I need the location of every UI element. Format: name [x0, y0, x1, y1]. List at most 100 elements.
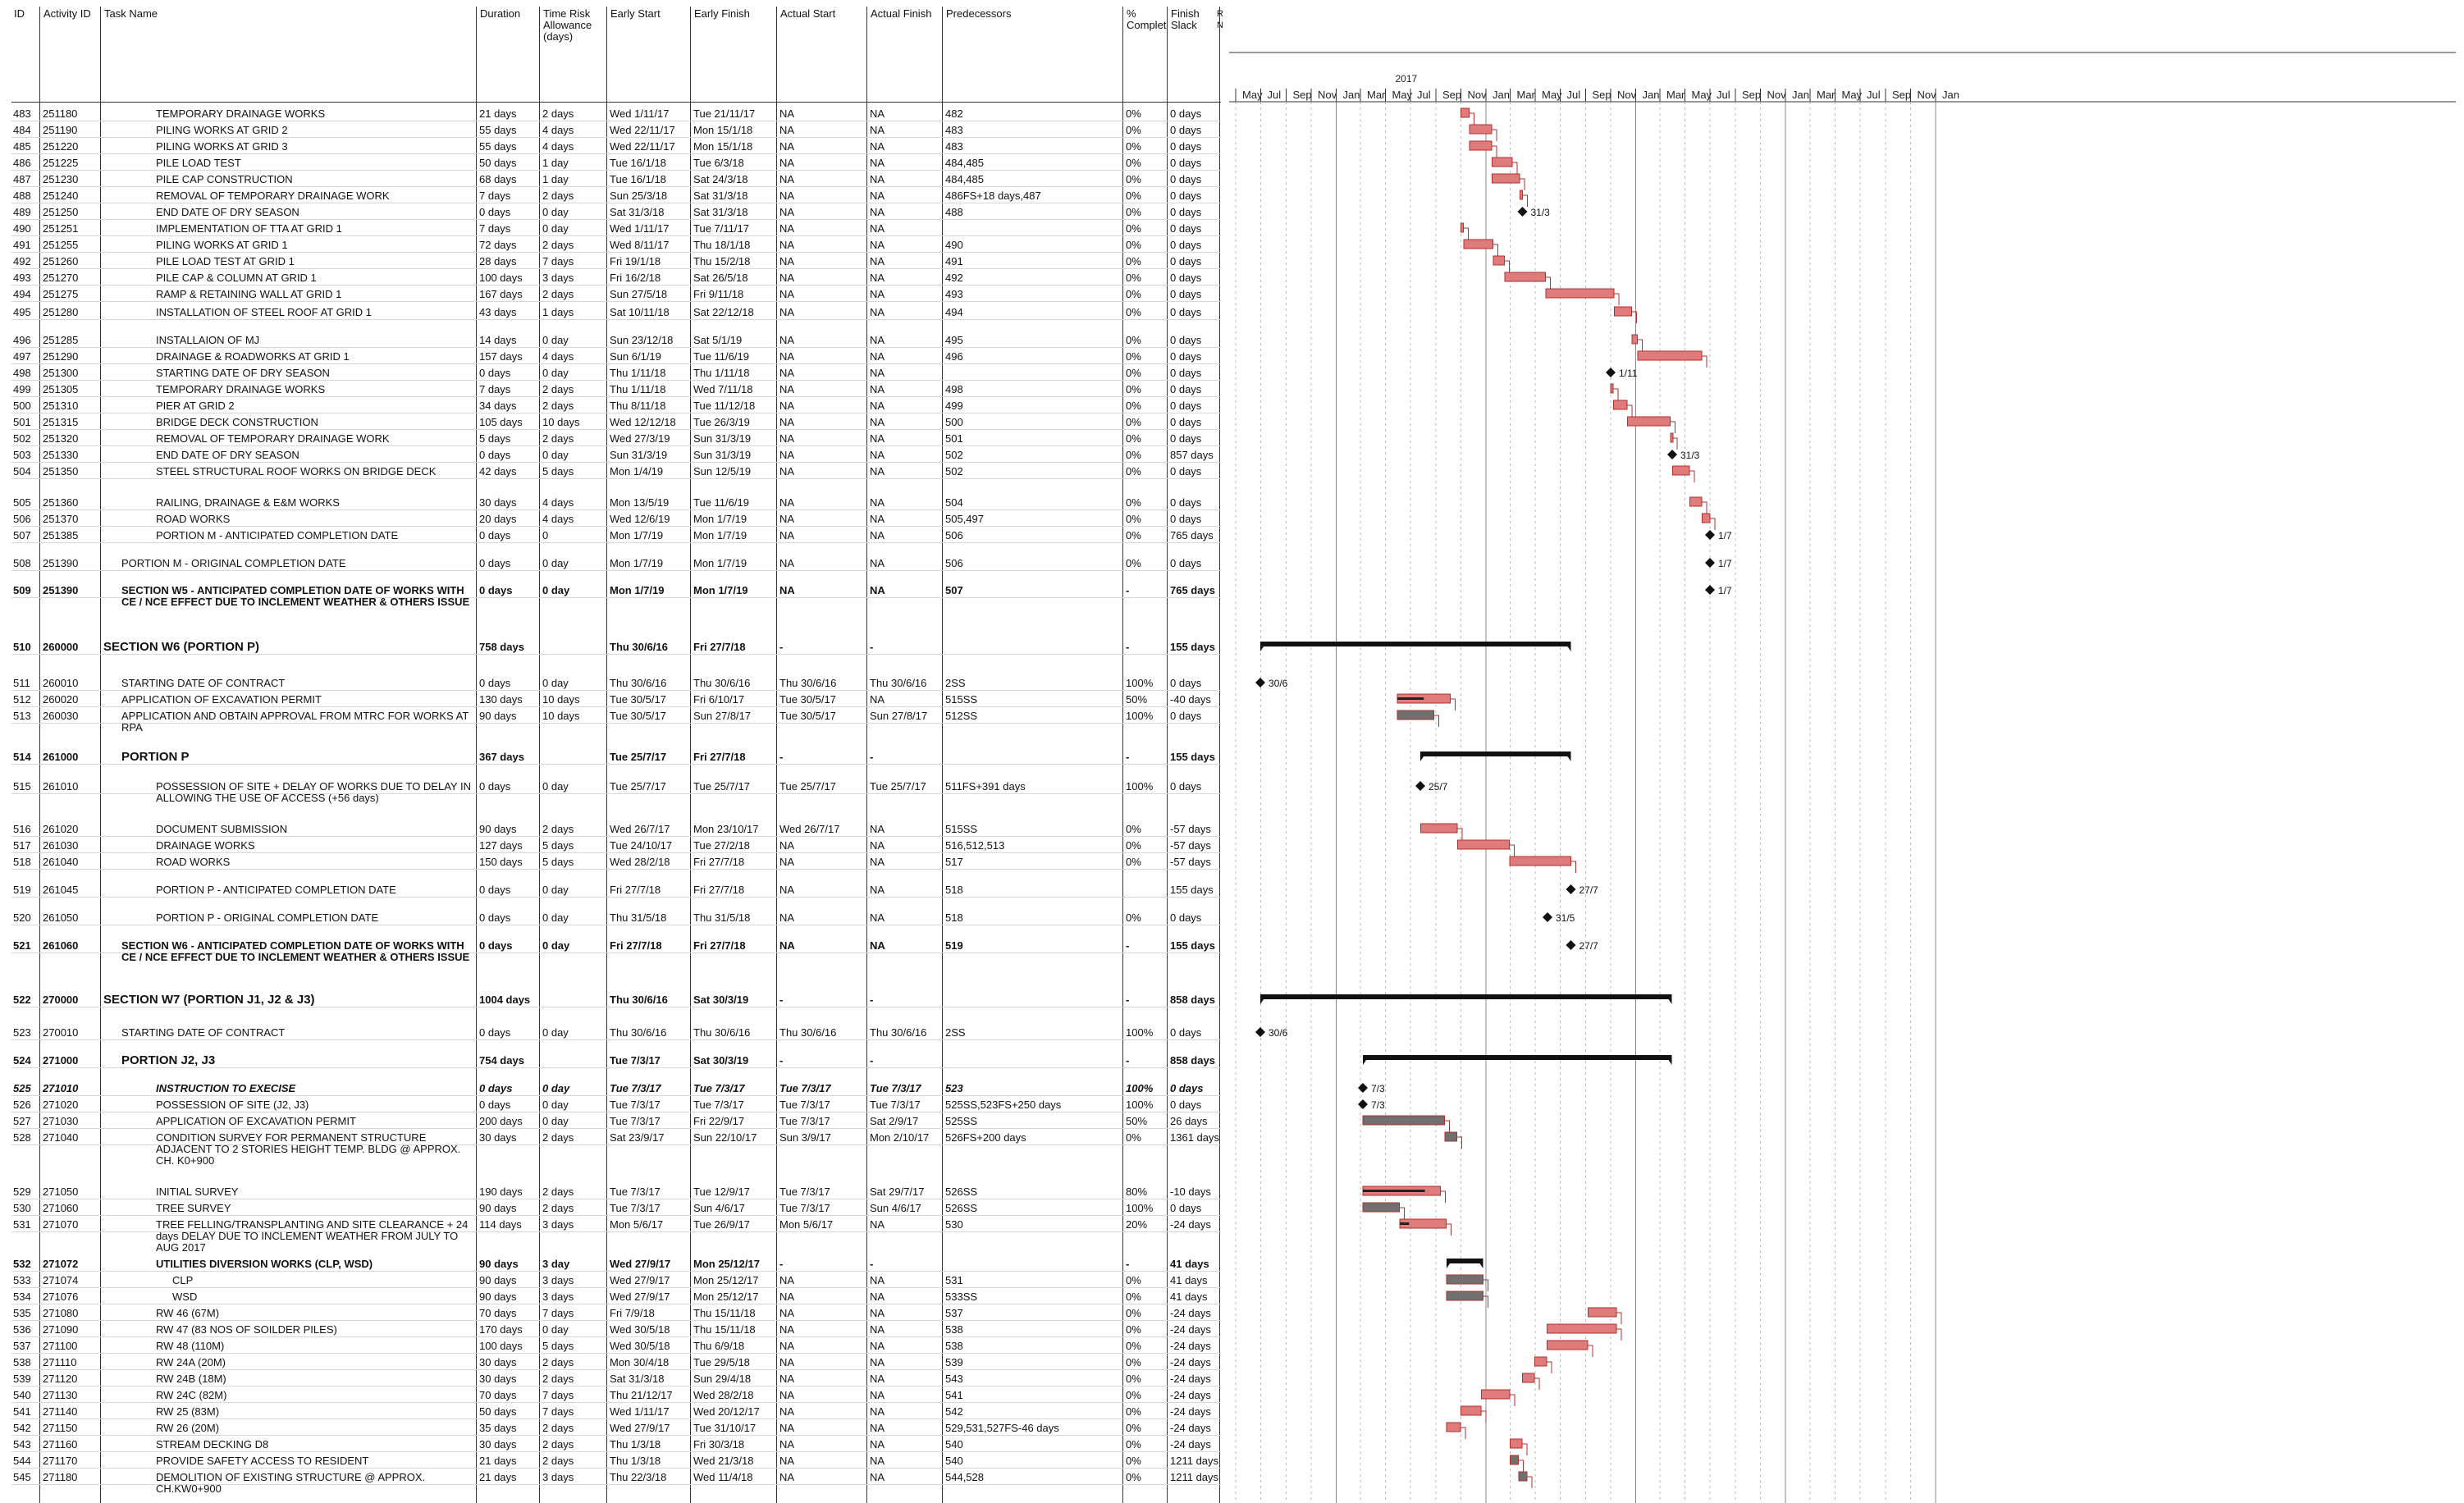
- table-row[interactable]: 516 261020 DOCUMENT SUBMISSION 90 days 2 day…: [11, 822, 1221, 838]
- column-header-id[interactable]: ID: [14, 7, 25, 20]
- table-row[interactable]: 525 271010 INSTRUCTION TO EXECISE 0 days 0 d…: [11, 1081, 1221, 1098]
- cell-ef: Sun 29/4/18: [693, 1373, 752, 1385]
- table-row[interactable]: 496 251285 INSTALLAION OF MJ 14 days 0 day Su…: [11, 333, 1221, 349]
- dependency-link: [1522, 194, 1528, 207]
- table-row[interactable]: 517 261030 DRAINAGE WORKS 127 days 5 days Tue…: [11, 838, 1221, 855]
- dependency-link: [1509, 844, 1515, 857]
- table-row[interactable]: 534 271076 WSD 90 days 3 days Wed 27/9/17 Mon …: [11, 1290, 1221, 1306]
- table-row[interactable]: 502 251320 REMOVAL OF TEMPORARY DRAINAGE W…: [11, 432, 1221, 448]
- cell-task: PILING WORKS AT GRID 1: [156, 240, 288, 251]
- table-row[interactable]: 515 261010 POSSESSION OF SITE + DELAY OF W…: [11, 779, 1221, 804]
- table-row[interactable]: 543 271160 STREAM DECKING D8 30 days 2 days T…: [11, 1437, 1221, 1454]
- table-row[interactable]: 504 251350 STEEL STRUCTURAL ROOF WORKS ON …: [11, 464, 1221, 481]
- table-row[interactable]: 499 251305 TEMPORARY DRAINAGE WORKS 7 days 2…: [11, 382, 1221, 399]
- table-row[interactable]: 497 251290 DRAINAGE & ROADWORKS AT GRID 1 1…: [11, 349, 1221, 366]
- cell-slack: 0 days: [1170, 289, 1202, 300]
- column-header-task[interactable]: Task Name: [104, 7, 158, 20]
- cell-ef: Tue 12/9/17: [693, 1186, 750, 1198]
- table-row[interactable]: 487 251230 PILE CAP CONSTRUCTION 68 days 1 d…: [11, 172, 1221, 189]
- table-row[interactable]: 512 260020 APPLICATION OF EXCAVATION PERMI…: [11, 692, 1221, 709]
- table-row[interactable]: 521 261060 SECTION W6 - ANTICIPATED COMPLE…: [11, 939, 1221, 963]
- column-header-risk[interactable]: Time Risk Allowance (days): [543, 7, 592, 43]
- table-row[interactable]: 503 251330 END DATE OF DRY SEASON 0 days 0 d…: [11, 448, 1221, 464]
- table-row[interactable]: 519 261045 PORTION P - ANTICIPATED COMPLET…: [11, 883, 1221, 899]
- column-header-ef[interactable]: Early Finish: [694, 7, 750, 20]
- column-header-af[interactable]: Actual Finish: [871, 7, 932, 20]
- table-row[interactable]: 541 271140 RW 25 (83M) 50 days 7 days Wed 1/1…: [11, 1405, 1221, 1421]
- table-row[interactable]: 530 271060 TREE SURVEY 90 days 2 days Tue 7/3…: [11, 1201, 1221, 1217]
- table-row[interactable]: 489 251250 END DATE OF DRY SEASON 0 days 0 d…: [11, 205, 1221, 222]
- cell-task: PORTION P - ORIGINAL COMPLETION DATE: [156, 912, 379, 924]
- column-header-slack[interactable]: Finish Slack: [1171, 7, 1200, 31]
- table-row[interactable]: 509 251390 SECTION W5 - ANTICIPATED COMPLE…: [11, 583, 1221, 608]
- cell-af: NA: [870, 884, 885, 896]
- cell-risk: 0 day: [542, 368, 569, 379]
- table-row[interactable]: 523 270010 STARTING DATE OF CONTRACT 0 days…: [11, 1026, 1221, 1042]
- table-row[interactable]: 542 271150 RW 26 (20M) 35 days 2 days Wed 27/…: [11, 1421, 1221, 1437]
- table-row[interactable]: 485 251220 PILING WORKS AT GRID 3 55 days 4 …: [11, 139, 1221, 156]
- table-row[interactable]: 520 261050 PORTION P - ORIGINAL COMPLETION…: [11, 911, 1221, 927]
- table-row[interactable]: 501 251315 BRIDGE DECK CONSTRUCTION 105 day…: [11, 415, 1221, 432]
- table-row[interactable]: 495 251280 INSTALLATION OF STEEL ROOF AT G…: [11, 305, 1221, 322]
- table-row[interactable]: 513 260030 APPLICATION AND OBTAIN APPROVAL…: [11, 709, 1221, 733]
- table-row[interactable]: 527 271030 APPLICATION OF EXCAVATION PERMI…: [11, 1114, 1221, 1131]
- cell-pred: 484,485: [945, 158, 984, 169]
- table-row[interactable]: 532 271072 UTILITIES DIVERSION WORKS (CLP,…: [11, 1257, 1221, 1273]
- column-header-pred[interactable]: Predecessors: [946, 7, 1012, 20]
- column-header-es[interactable]: Early Start: [610, 7, 661, 20]
- table-row[interactable]: 488 251240 REMOVAL OF TEMPORARY DRAINAGE W…: [11, 189, 1221, 205]
- column-header-aid[interactable]: Activity ID: [43, 7, 91, 20]
- table-row[interactable]: 493 251270 PILE CAP & COLUMN AT GRID 1 100 …: [11, 271, 1221, 287]
- cell-ef: Wed 7/11/18: [693, 384, 753, 395]
- table-row[interactable]: 508 251390 PORTION M - ORIGINAL COMPLETION…: [11, 556, 1221, 573]
- table-row[interactable]: 529 271050 INITIAL SURVEY 190 days 2 days Tue…: [11, 1185, 1221, 1201]
- table-row[interactable]: 491 251255 PILING WORKS AT GRID 1 72 days 2 …: [11, 238, 1221, 254]
- table-row[interactable]: 490 251251 IMPLEMENTATION OF TTA AT GRID 1…: [11, 222, 1221, 238]
- table-row[interactable]: 535 271080 RW 46 (67M) 70 days 7 days Fri 7/9…: [11, 1306, 1221, 1323]
- table-row[interactable]: 498 251300 STARTING DATE OF DRY SEASON 0 da…: [11, 366, 1221, 382]
- cell-pct: 0%: [1126, 1390, 1141, 1401]
- table-row[interactable]: 524 271000 PORTION J2, J3 754 days Tue 7/3/1…: [11, 1053, 1221, 1070]
- table-row[interactable]: 528 271040 CONDITION SURVEY FOR PERMANENT …: [11, 1131, 1221, 1167]
- cell-slack: 0 days: [1170, 368, 1202, 379]
- cell-pct: 0%: [1126, 1439, 1141, 1450]
- column-header-pct[interactable]: % Complete: [1127, 7, 1167, 31]
- cell-as: -: [779, 642, 784, 653]
- table-row[interactable]: 483 251180 TEMPORARY DRAINAGE WORKS 21 days…: [11, 107, 1221, 123]
- cell-ef: Mon 1/7/19: [693, 530, 747, 541]
- table-row[interactable]: 536 271090 RW 47 (83 NOS OF SOILDER PILES)…: [11, 1323, 1221, 1339]
- table-row[interactable]: 540 271130 RW 24C (82M) 70 days 7 days Thu 21…: [11, 1388, 1221, 1405]
- table-row[interactable]: 531 271070 TREE FELLING/TRANSPLANTING AND …: [11, 1217, 1221, 1254]
- table-row[interactable]: 518 261040 ROAD WORKS 150 days 5 days Wed 28/…: [11, 855, 1221, 871]
- table-row[interactable]: 511 260010 STARTING DATE OF CONTRACT 0 days…: [11, 676, 1221, 692]
- table-row[interactable]: 544 271170 PROVIDE SAFETY ACCESS TO RESIDE…: [11, 1454, 1221, 1470]
- cell-es: Wed 28/2/18: [610, 857, 670, 868]
- table-row[interactable]: 492 251260 PILE LOAD TEST AT GRID 1 28 days…: [11, 254, 1221, 271]
- table-row[interactable]: 486 251225 PILE LOAD TEST 50 days 1 day Tue 1…: [11, 156, 1221, 172]
- cell-risk: 2 days: [542, 1373, 574, 1385]
- cell-pct: 0%: [1126, 1291, 1141, 1303]
- table-row[interactable]: 522 270000 SECTION W7 (PORTION J1, J2 & J3…: [11, 993, 1221, 1009]
- column-header-dur[interactable]: Duration: [480, 7, 521, 20]
- table-row[interactable]: 537 271100 RW 48 (110M) 100 days 5 days Wed 3…: [11, 1339, 1221, 1355]
- table-row[interactable]: 539 271120 RW 24B (18M) 30 days 2 days Sat 31…: [11, 1372, 1221, 1388]
- cell-slack: 41 days: [1170, 1275, 1208, 1286]
- cell-slack: 0 days: [1170, 1083, 1204, 1094]
- table-row[interactable]: 514 261000 PORTION P 367 days Tue 25/7/17 Fri…: [11, 750, 1221, 766]
- table-row[interactable]: 545 271180 DEMOLITION OF EXISTING STRUCTUR…: [11, 1470, 1221, 1495]
- table-row[interactable]: 494 251275 RAMP & RETAINING WALL AT GRID 1…: [11, 287, 1221, 304]
- month-label: Mar: [1666, 89, 1685, 101]
- table-row[interactable]: 505 251360 RAILING, DRAINAGE & E&M WORKS 30…: [11, 496, 1221, 512]
- table-row[interactable]: 500 251310 PIER AT GRID 2 34 days 2 days Thu …: [11, 399, 1221, 415]
- column-header-as[interactable]: Actual Start: [780, 7, 836, 20]
- milestone-label: 30/6: [1269, 1027, 1288, 1039]
- table-row[interactable]: 510 260000 SECTION W6 (PORTION P) 758 days T…: [11, 640, 1221, 656]
- table-row[interactable]: 538 271110 RW 24A (20M) 30 days 2 days Mon 30…: [11, 1355, 1221, 1372]
- table-row[interactable]: 533 271074 CLP 90 days 3 days Wed 27/9/17 Mon …: [11, 1273, 1221, 1290]
- cell-ef: Thu 15/11/18: [693, 1308, 756, 1319]
- column-divider: [866, 7, 867, 1503]
- table-row[interactable]: 507 251385 PORTION M - ANTICIPATED COMPLET…: [11, 528, 1221, 545]
- table-row[interactable]: 484 251190 PILING WORKS AT GRID 2 55 days 4 …: [11, 123, 1221, 139]
- table-row[interactable]: 526 271020 POSSESSION OF SITE (J2, J3) 0 da…: [11, 1098, 1221, 1114]
- table-row[interactable]: 506 251370 ROAD WORKS 20 days 4 days Wed 12/6…: [11, 512, 1221, 528]
